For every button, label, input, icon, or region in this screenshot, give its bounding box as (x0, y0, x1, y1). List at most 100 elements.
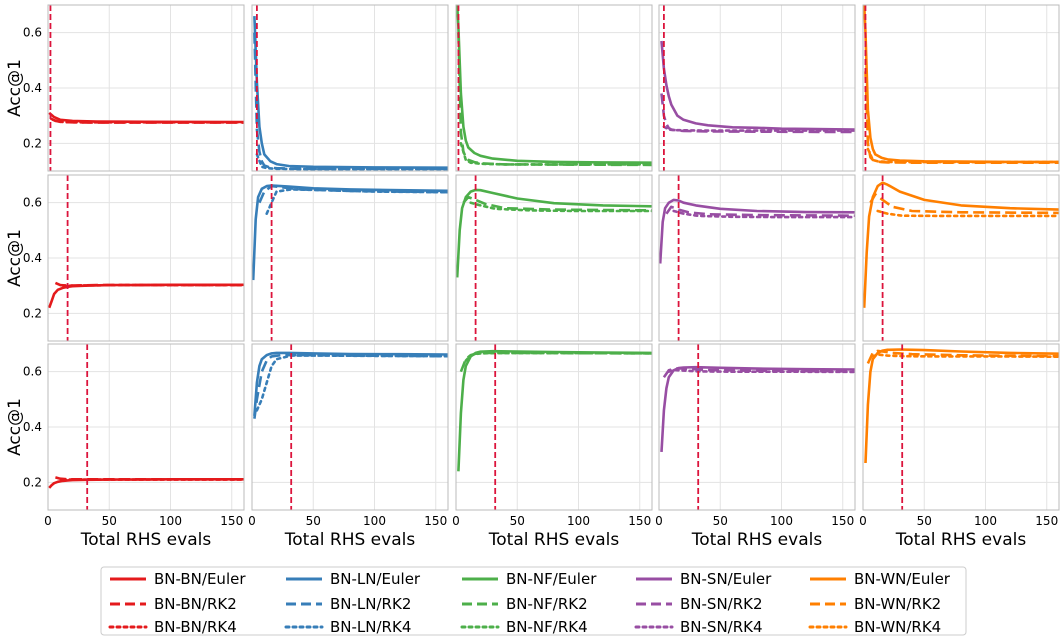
panel-bn-wn-row-2 (862, 174, 1060, 342)
panel-grid (862, 175, 1059, 341)
legend-entry: BN-SN/RK2 (636, 595, 763, 613)
panel-frame (47, 4, 245, 172)
panel-plot-area (48, 476, 244, 489)
x-tick-label: 150 (628, 514, 651, 528)
legend-frame (100, 566, 967, 636)
series-line-bn-wn-rk2 (866, 349, 1059, 364)
series-line-bn-bn-euler (48, 283, 244, 309)
legend-entry: BN-SN/Euler (636, 570, 772, 588)
x-tick-label: 100 (363, 514, 386, 528)
series-line-bn-wn-euler (864, 348, 1059, 464)
series-line-bn-ln-euler (253, 351, 448, 416)
panel-grid (47, 5, 244, 171)
legend-entry: BN-BN/RK2 (110, 595, 237, 613)
x-tick-label: 0 (248, 514, 256, 528)
series-line-bn-wn-rk2 (869, 193, 1059, 215)
x-axis-title: Total RHS evals (895, 530, 1027, 550)
x-tick-label: 0 (859, 514, 867, 528)
legend-entry: BN-WN/RK4 (808, 618, 941, 636)
series-line-bn-nf-rk2 (459, 351, 652, 373)
panel-bn-nf-row-1 (455, 4, 653, 172)
legend-entry: BN-WN/Euler (810, 570, 951, 588)
series-line-bn-nf-euler (457, 349, 652, 472)
panel-frame (658, 174, 856, 342)
panel-grid (658, 175, 855, 341)
series-line-bn-ln-rk2 (253, 32, 448, 171)
panel-frame (862, 4, 1060, 172)
y-tick-label: 0.2 (23, 136, 42, 150)
panel-grid (862, 344, 1059, 510)
x-axis-title: Total RHS evals (80, 530, 212, 550)
series-line-bn-bn-euler (48, 478, 244, 489)
x-tick-label: 100 (770, 514, 793, 528)
panel-plot-area (253, 351, 448, 419)
panel-frame (251, 343, 449, 511)
panel-grid (251, 5, 448, 171)
chart-legend: BN-BN/Euler BN-LN/Euler BN-NF/Euler BN-SN/E… (100, 566, 967, 636)
panel-plot-area (864, 348, 1059, 464)
legend-label: BN-BN/Euler (154, 570, 246, 588)
x-axis-title: Total RHS evals (488, 530, 620, 550)
x-tick-label: 100 (159, 514, 182, 528)
y-tick-label: 0.2 (23, 475, 42, 489)
panel-bn-ln-row-3: 0 50 100 150 Total RHS evals (248, 343, 449, 550)
legend-label: BN-LN/Euler (330, 570, 421, 588)
panel-grid (455, 344, 652, 510)
panel-bn-wn-row-3: 0 50 100 150 Total RHS evals (859, 343, 1060, 550)
panel-plot-area (660, 40, 855, 134)
panel-plot-area (48, 281, 244, 309)
x-tick-label: 50 (102, 514, 117, 528)
y-tick-label: 0.2 (23, 306, 42, 320)
x-tick-label: 50 (713, 514, 728, 528)
y-tick-label: 0.6 (23, 365, 42, 379)
panel-bn-bn-row-3: 0.2 0.4 0.6 Acc@1 0 50 100 150 Total RHS evals (5, 343, 245, 550)
panel-grid (658, 5, 855, 171)
series-line-bn-ln-rk4 (255, 354, 448, 412)
panel-frame (47, 343, 245, 511)
x-tick-label: 0 (655, 514, 663, 528)
legend-label: BN-BN/RK4 (154, 618, 237, 636)
x-axis-title: Total RHS evals (284, 530, 416, 550)
legend-label: BN-SN/RK2 (680, 595, 763, 613)
series-line-bn-sn-rk4 (672, 209, 855, 219)
legend-entry: BN-BN/RK4 (108, 618, 237, 636)
legend-label: BN-LN/RK4 (330, 618, 411, 636)
series-line-bn-sn-euler (659, 198, 855, 264)
legend-label: BN-WN/RK2 (854, 595, 941, 613)
panel-bn-nf-row-3: 0 50 100 150 Total RHS evals (452, 343, 653, 550)
series-line-bn-nf-rk2 (462, 195, 652, 212)
panel-plot-area (253, 16, 448, 171)
legend-entry: BN-WN/RK2 (810, 595, 941, 613)
legend-entry: BN-LN/Euler (286, 570, 421, 588)
panel-bn-sn-row-1 (658, 4, 856, 172)
legend-label: BN-LN/RK2 (330, 595, 411, 613)
panel-grid (455, 5, 652, 171)
series-line-bn-wn-rk4 (876, 209, 1059, 218)
panel-bn-ln-row-2 (251, 174, 449, 342)
panel-bn-bn-row-1: 0.2 0.4 0.6 Acc@1 (5, 4, 245, 172)
panel-plot-area (456, 5, 652, 167)
panel-frame (455, 4, 653, 172)
panel-frame (455, 174, 653, 342)
panel-bn-sn-row-3: 0 50 100 150 Total RHS evals (655, 343, 856, 550)
panel-frame (658, 4, 856, 172)
panel-bn-nf-row-2 (455, 174, 653, 342)
series-line-bn-sn-rk2 (660, 93, 855, 134)
legend-entry: BN-NF/RK4 (460, 618, 588, 636)
panel-frame (47, 174, 245, 342)
series-line-bn-sn-euler (660, 40, 855, 131)
chart-panels: 0.2 0.4 0.6 Acc@1 0.2 0.4 0.6 Acc@1 0.2 0.4 0.6 Acc… (5, 4, 1060, 550)
panel-bn-wn-row-1 (862, 4, 1060, 172)
legend-entry: BN-LN/RK2 (286, 595, 411, 613)
legend-entry: BN-NF/RK2 (462, 595, 588, 613)
series-line-bn-wn-rk2 (864, 71, 1059, 164)
y-tick-label: 0.4 (23, 81, 42, 95)
legend-entry: BN-NF/Euler (462, 570, 597, 588)
series-line-bn-ln-euler (253, 16, 448, 169)
series-line-bn-nf-rk4 (464, 351, 652, 362)
x-tick-label: 0 (44, 514, 52, 528)
series-line-bn-sn-euler (660, 365, 855, 452)
panel-plot-area (659, 198, 855, 264)
series-line-bn-nf-euler (456, 188, 652, 278)
x-tick-label: 50 (917, 514, 932, 528)
